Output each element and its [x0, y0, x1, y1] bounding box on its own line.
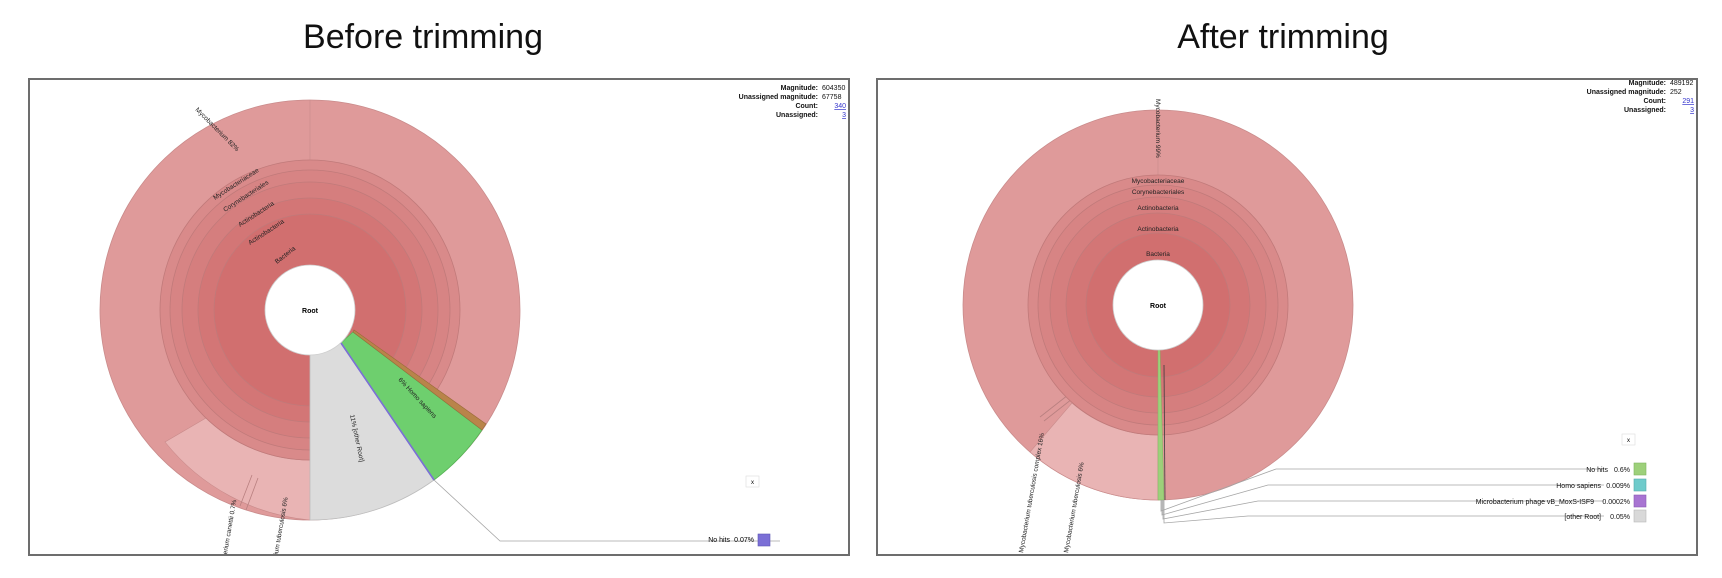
- count-label: Count:: [795, 103, 818, 110]
- legend-item-label: [other Root]: [1564, 514, 1601, 521]
- legend-close-button[interactable]: [1621, 433, 1636, 446]
- ring-label: Actinobacteria: [1137, 205, 1179, 212]
- legend-items: No hits 0.6% Homo sapiens 0.009% Microba…: [1476, 462, 1647, 523]
- magnitude-label: Magnitude:: [1629, 80, 1666, 87]
- wedge-no-hits[interactable]: [340, 342, 435, 481]
- ring-labels-after: Bacteria Actinobacteria Actinobacteria C…: [1132, 99, 1185, 258]
- krona-chart-before: Magnitude: 604350 Unassigned magnitude: …: [28, 78, 850, 578]
- count-label: Count:: [1643, 98, 1666, 105]
- slice-label: Mycobacterium canettii 0.7%: [217, 499, 238, 554]
- unassigned-magnitude-value: 252: [1670, 89, 1682, 96]
- sunburst-before: Magnitude: 604350 Unassigned magnitude: …: [99, 85, 846, 578]
- legend-swatch-no-hits[interactable]: [757, 533, 771, 547]
- count-link[interactable]: 291: [1682, 98, 1694, 105]
- legend-after: x No hits 0.6% Homo sapiens 0.009% Micro…: [1476, 433, 1647, 523]
- root-hole[interactable]: [264, 264, 356, 356]
- panel-title-before: Before trimming: [303, 18, 543, 56]
- ring-label: Bacteria: [1146, 251, 1170, 258]
- info-box-before: Magnitude: 604350 Unassigned magnitude: …: [739, 85, 846, 119]
- root-label: Root: [302, 308, 319, 315]
- legend-item-pct: 0.07%: [734, 537, 754, 544]
- unassigned-label: Unassigned:: [776, 112, 818, 119]
- legend-before: x No hits 0.07%: [708, 475, 771, 547]
- ring-label: Mycobacteriaceae: [1132, 178, 1185, 185]
- legend-item-label: No hits: [1586, 467, 1608, 474]
- legend-leader-line: [433, 479, 780, 542]
- sunburst-rings-after: Root Bacteria Actinobacteria Actinobacte…: [962, 99, 1604, 553]
- root-hole[interactable]: [1112, 259, 1204, 351]
- sunburst-after: Magnitude: 489192 Unassigned magnitude: …: [962, 80, 1694, 553]
- wedge-minor[interactable]: [352, 329, 487, 431]
- unassigned-link[interactable]: 3: [1690, 107, 1694, 114]
- magnitude-value: 489192: [1670, 80, 1693, 87]
- legend-swatch-homo-sapiens[interactable]: [1633, 478, 1647, 492]
- ring-label: Mycobacterium 99%: [1154, 99, 1161, 158]
- magnitude-value: 604350: [822, 85, 845, 92]
- legend-item-label: Homo sapiens: [1556, 483, 1601, 490]
- krona-chart-after: Magnitude: 489192 Unassigned magnitude: …: [876, 78, 1698, 556]
- legend-leader-lines: [1160, 468, 1604, 524]
- legend-item-pct: 0.0002%: [1602, 499, 1630, 506]
- legend-item-pct: 0.6%: [1614, 467, 1630, 474]
- legend-swatch-microbacterium-phage[interactable]: [1633, 494, 1647, 508]
- count-link[interactable]: 340: [834, 103, 846, 110]
- ring-label: Actinobacteria: [1137, 226, 1179, 233]
- sunburst-rings-before: Root Bacteria Actinobacteria Actinobacte…: [99, 99, 780, 578]
- unassigned-label: Unassigned:: [1624, 107, 1666, 114]
- magnitude-label: Magnitude:: [781, 85, 818, 92]
- legend-close-button[interactable]: [745, 475, 760, 488]
- legend-item-label: No hits: [708, 537, 730, 544]
- panel-title-after: After trimming: [1177, 18, 1389, 56]
- legend-swatch-no-hits[interactable]: [1633, 462, 1647, 476]
- root-label: Root: [1150, 303, 1167, 310]
- legend-swatch-other-root[interactable]: [1633, 509, 1647, 523]
- legend-close-icon[interactable]: x: [751, 480, 754, 486]
- legend-item-label: Microbacterium phage vB_MoxS-ISF9: [1476, 499, 1594, 506]
- unassigned-link[interactable]: 3: [842, 112, 846, 119]
- unassigned-magnitude-label: Unassigned magnitude:: [1587, 89, 1666, 96]
- legend-item-pct: 0.05%: [1610, 514, 1630, 521]
- legend-item-pct: 0.009%: [1606, 483, 1630, 490]
- unassigned-magnitude-label: Unassigned magnitude:: [739, 94, 818, 101]
- legend-close-icon[interactable]: x: [1627, 438, 1630, 444]
- info-box-after: Magnitude: 489192 Unassigned magnitude: …: [1587, 80, 1694, 114]
- unassigned-magnitude-value: 67758: [822, 94, 842, 101]
- ring-label: Corynebacteriales: [1132, 189, 1185, 196]
